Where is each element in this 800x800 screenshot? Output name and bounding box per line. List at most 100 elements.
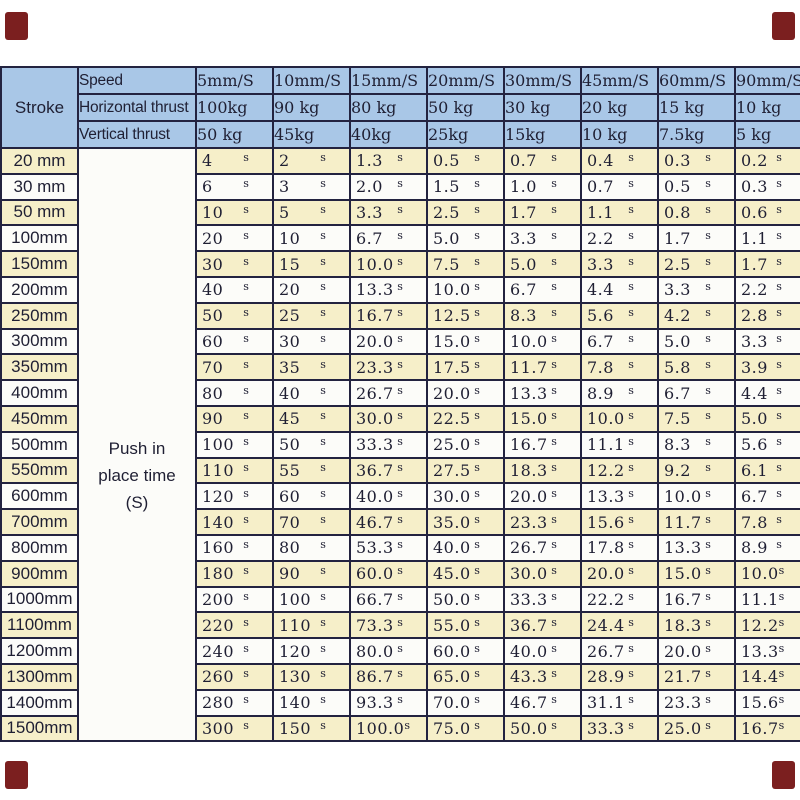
time-value-cell: 14.4 s — [734, 662, 800, 691]
time-unit: s — [628, 383, 634, 397]
time-value-cell: 0.7 s — [503, 147, 582, 175]
time-value: 90 — [202, 409, 224, 429]
time-unit: s — [628, 228, 634, 242]
time-unit: s — [705, 615, 711, 629]
time-value-cell: 13.3 s — [734, 637, 800, 665]
time-value: 80 — [279, 538, 301, 558]
time-cell-inner: 60 s — [198, 332, 271, 351]
time-value: 20.0 — [664, 641, 702, 661]
time-value: 17.5 — [433, 357, 471, 377]
time-value-cell: 3.3 s — [580, 250, 659, 278]
time-value: 140 — [202, 512, 235, 532]
time-value-cell: 25.0 s — [426, 430, 505, 459]
time-value: 16.7 — [741, 718, 779, 738]
time-value-cell: 46.7 s — [503, 688, 582, 717]
time-value: 1.1 — [587, 202, 614, 222]
time-unit: s — [397, 177, 403, 191]
time-cell-inner: 240 s — [198, 642, 271, 661]
time-value: 80 — [202, 383, 224, 403]
time-cell-inner: 93.3 s — [352, 693, 425, 713]
time-unit: s — [776, 306, 782, 320]
time-value-cell: 40 s — [195, 275, 274, 304]
time-cell-inner: 16.7 s — [352, 306, 425, 325]
time-value-cell: 12.5 s — [426, 301, 505, 330]
time-cell-inner: 8.9 s — [583, 383, 656, 403]
horizontal-thrust-value-cell: 30 kg — [503, 93, 582, 122]
time-unit: s — [628, 486, 634, 500]
time-unit: s — [705, 667, 711, 681]
time-value: 16.7 — [664, 589, 702, 609]
time-unit: s — [474, 177, 480, 191]
time-unit: s — [551, 667, 557, 681]
time-value: 10.0 — [356, 254, 394, 274]
time-unit: s — [778, 589, 785, 603]
time-value: 130 — [279, 667, 312, 687]
time-value-cell: 0.3 s — [657, 147, 736, 175]
time-unit: s — [628, 202, 634, 216]
time-value: 13.3 — [664, 538, 702, 558]
time-unit: s — [243, 693, 249, 707]
time-unit: s — [551, 693, 557, 707]
table-row: 250mm 50 s 25 s 16.7 s 12.5 s 8.3 s 5.6 s 4.2 s 2.8 s — [0, 301, 800, 330]
time-value-cell: 75.0 s — [426, 714, 505, 743]
time-value-cell: 3.3 s — [734, 327, 800, 356]
time-unit: s — [705, 486, 711, 500]
time-value: 14.4 — [741, 667, 779, 687]
time-value-cell: 0.8 s — [657, 198, 736, 227]
time-unit: s — [397, 512, 403, 526]
time-value: 2.0 — [356, 177, 383, 197]
time-value-cell: 50 s — [272, 430, 351, 459]
time-value-cell: 2.5 s — [426, 198, 505, 227]
time-value-cell: 43.3 s — [503, 662, 582, 691]
time-value: 15.0 — [433, 331, 471, 351]
time-value-cell: 18.3 s — [503, 456, 582, 485]
time-cell-inner: 15.6 s — [737, 693, 799, 712]
time-value-cell: 17.5 s — [426, 353, 505, 382]
time-cell-inner: 26.7 s — [583, 642, 656, 661]
time-unit: s — [776, 280, 782, 294]
time-unit: s — [551, 280, 557, 294]
time-value-cell: 26.7 s — [503, 533, 582, 562]
time-value-cell: 53.3 s — [349, 533, 428, 562]
speed-value-cell: 60mm/S — [657, 66, 736, 95]
time-unit: s — [243, 280, 249, 294]
time-value: 100 — [202, 435, 235, 455]
time-unit: s — [551, 460, 557, 474]
time-cell-inner: 73.3 s — [352, 616, 425, 635]
time-value-cell: 20.0 s — [426, 379, 505, 407]
time-value: 13.3 — [356, 280, 394, 300]
time-value-cell: 27.5 s — [426, 456, 505, 485]
time-cell-inner: 27.5 s — [429, 461, 502, 480]
time-value: 100 — [279, 589, 312, 609]
vertical-thrust-row-label: Vertical thrust — [77, 120, 197, 149]
time-value: 10.0 — [510, 331, 548, 351]
time-unit: s — [397, 409, 403, 423]
time-value-cell: 10.0 s — [734, 559, 800, 588]
time-unit: s — [320, 306, 326, 320]
time-unit: s — [320, 357, 326, 371]
time-value: 2.8 — [741, 306, 768, 326]
time-value: 0.3 — [741, 177, 768, 197]
time-cell-inner: 10.0 s — [737, 564, 799, 583]
time-unit: s — [705, 512, 711, 526]
time-value: 31.1 — [587, 693, 625, 713]
time-cell-inner: 11.7 s — [506, 358, 579, 377]
time-cell-inner: 30.0 s — [506, 564, 579, 583]
time-value-cell: 46.7 s — [349, 508, 428, 536]
time-unit: s — [778, 615, 785, 629]
time-unit: s — [551, 177, 557, 191]
time-value-cell: 80.0 s — [349, 637, 428, 665]
time-value-cell: 45 s — [272, 404, 351, 433]
time-cell-inner: 5.0 s — [660, 332, 733, 351]
time-value: 50 — [279, 435, 301, 455]
time-unit: s — [320, 589, 326, 603]
time-value: 2.5 — [664, 254, 691, 274]
time-cell-inner: 21.7 s — [660, 667, 733, 686]
time-value-cell: 36.7 s — [349, 456, 428, 485]
time-value: 15 — [279, 254, 301, 274]
time-value: 160 — [202, 538, 235, 558]
time-value: 93.3 — [356, 693, 394, 713]
time-value-cell: 60 s — [195, 327, 274, 356]
time-unit: s — [551, 718, 557, 732]
